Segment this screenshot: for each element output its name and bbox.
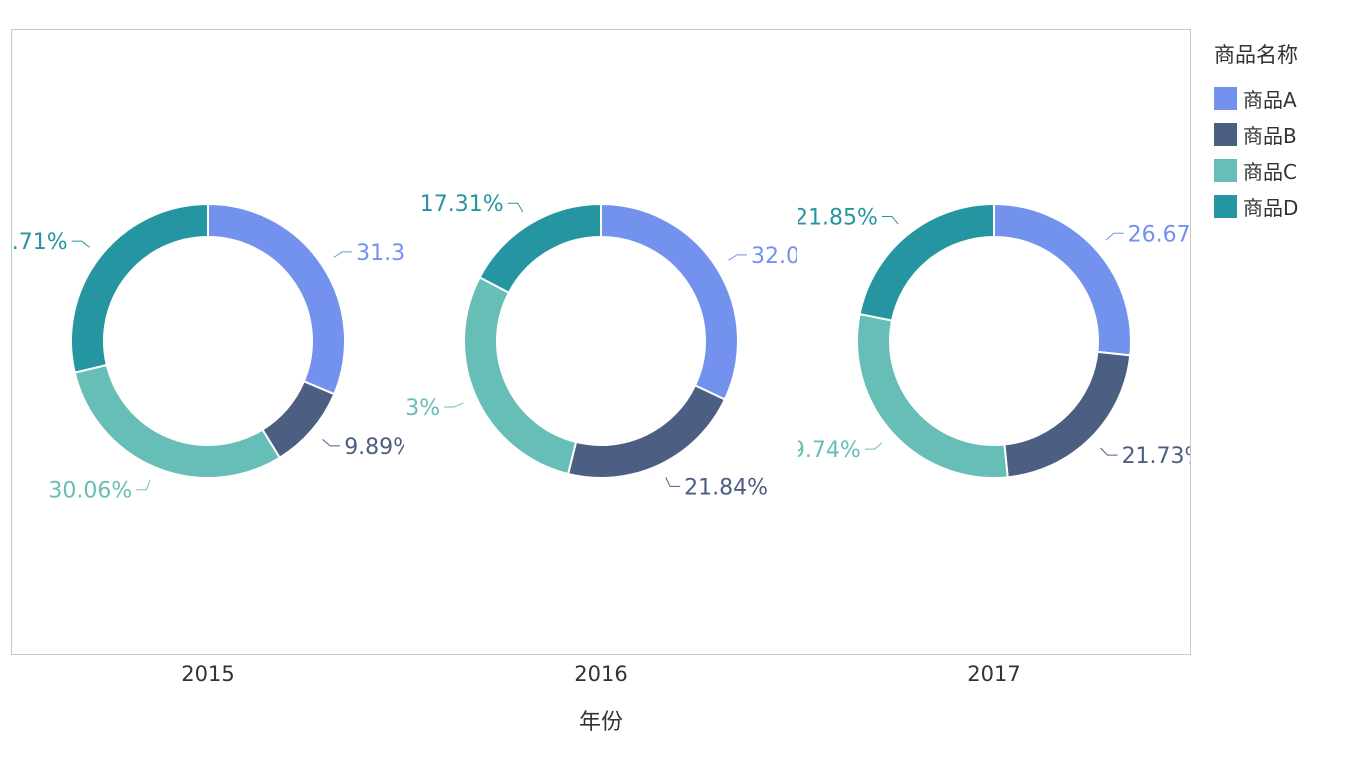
slice-2017-c[interactable] <box>856 312 1009 479</box>
data-label-2015-b: 9.89% <box>344 435 414 460</box>
facet-labels: 2015 2016 2017 <box>181 662 1020 686</box>
data-label-2015-d: 28.71% <box>0 230 68 255</box>
legend-item-a[interactable]: 商品A <box>1214 80 1298 116</box>
legend-swatch-a <box>1214 86 1237 110</box>
label-line-2017-b <box>1100 447 1118 456</box>
label-line-2017-a <box>1105 232 1124 241</box>
legend-label-b: 商品B <box>1243 123 1297 148</box>
legend-label-c: 商品C <box>1243 159 1297 184</box>
label-line-2016-b <box>665 477 681 487</box>
x-tick-label-2017: 2017 <box>967 662 1020 686</box>
legend-swatch-c <box>1214 158 1237 182</box>
donut-2017: 26.67% 21.73% 29.74% 21.85% <box>777 202 1212 479</box>
slice-2016-c[interactable] <box>463 276 578 476</box>
slice-2017-d[interactable] <box>858 202 995 322</box>
legend-label-d: 商品D <box>1243 195 1299 220</box>
legend-item-c[interactable]: 商品C <box>1214 152 1298 188</box>
label-line-2017-d <box>881 215 899 225</box>
legend: 商品名称 商品A 商品B 商品C 商品D <box>1214 40 1298 224</box>
data-label-2017-b: 21.73% <box>1122 444 1206 469</box>
label-line-2015-c <box>136 480 151 491</box>
plot-frame <box>11 29 1191 655</box>
data-label-2015-a: 31.34% <box>356 241 440 266</box>
legend-label-a: 商品A <box>1243 87 1297 112</box>
slice-2016-d[interactable] <box>478 202 602 295</box>
donut-2016: 32.02% 21.84% 28.83% 17.31% <box>356 192 835 500</box>
label-line-2016-c <box>444 402 464 408</box>
data-label-2015-c: 30.06% <box>48 479 132 504</box>
x-tick-label-2016: 2016 <box>574 662 627 686</box>
data-label-2016-c: 28.83% <box>356 396 440 421</box>
slice-2016-b[interactable] <box>566 384 727 479</box>
label-line-2015-a <box>333 251 353 258</box>
data-label-2017-c: 29.74% <box>777 438 861 463</box>
label-line-2016-a <box>728 254 747 261</box>
x-tick-label-2015: 2015 <box>181 662 234 686</box>
donut-2015: 31.34% 9.89% 30.06% 28.71% <box>0 202 440 504</box>
slice-2017-a[interactable] <box>993 202 1132 357</box>
label-line-2016-d <box>507 202 524 213</box>
legend-item-b[interactable]: 商品B <box>1214 116 1298 152</box>
slice-2015-a[interactable] <box>207 202 346 396</box>
data-label-2016-d: 17.31% <box>420 192 504 217</box>
label-line-2015-d <box>71 240 90 248</box>
data-label-2017-d: 21.85% <box>794 205 878 230</box>
data-label-2017-a: 26.67% <box>1128 222 1212 247</box>
legend-swatch-b <box>1214 122 1237 146</box>
legend-swatch-d <box>1214 194 1237 218</box>
label-line-2015-b <box>322 438 341 447</box>
slice-2016-a[interactable] <box>600 202 739 401</box>
data-label-2016-b: 21.84% <box>684 475 768 500</box>
slice-2017-b[interactable] <box>1003 350 1132 479</box>
data-label-2016-a: 32.02% <box>751 244 835 269</box>
x-axis-title: 年份 <box>578 710 623 735</box>
slice-2015-d[interactable] <box>70 202 209 374</box>
legend-item-d[interactable]: 商品D <box>1214 188 1298 224</box>
legend-title: 商品名称 <box>1214 43 1298 67</box>
slice-2015-c[interactable] <box>73 363 282 479</box>
label-line-2017-c <box>864 442 883 450</box>
